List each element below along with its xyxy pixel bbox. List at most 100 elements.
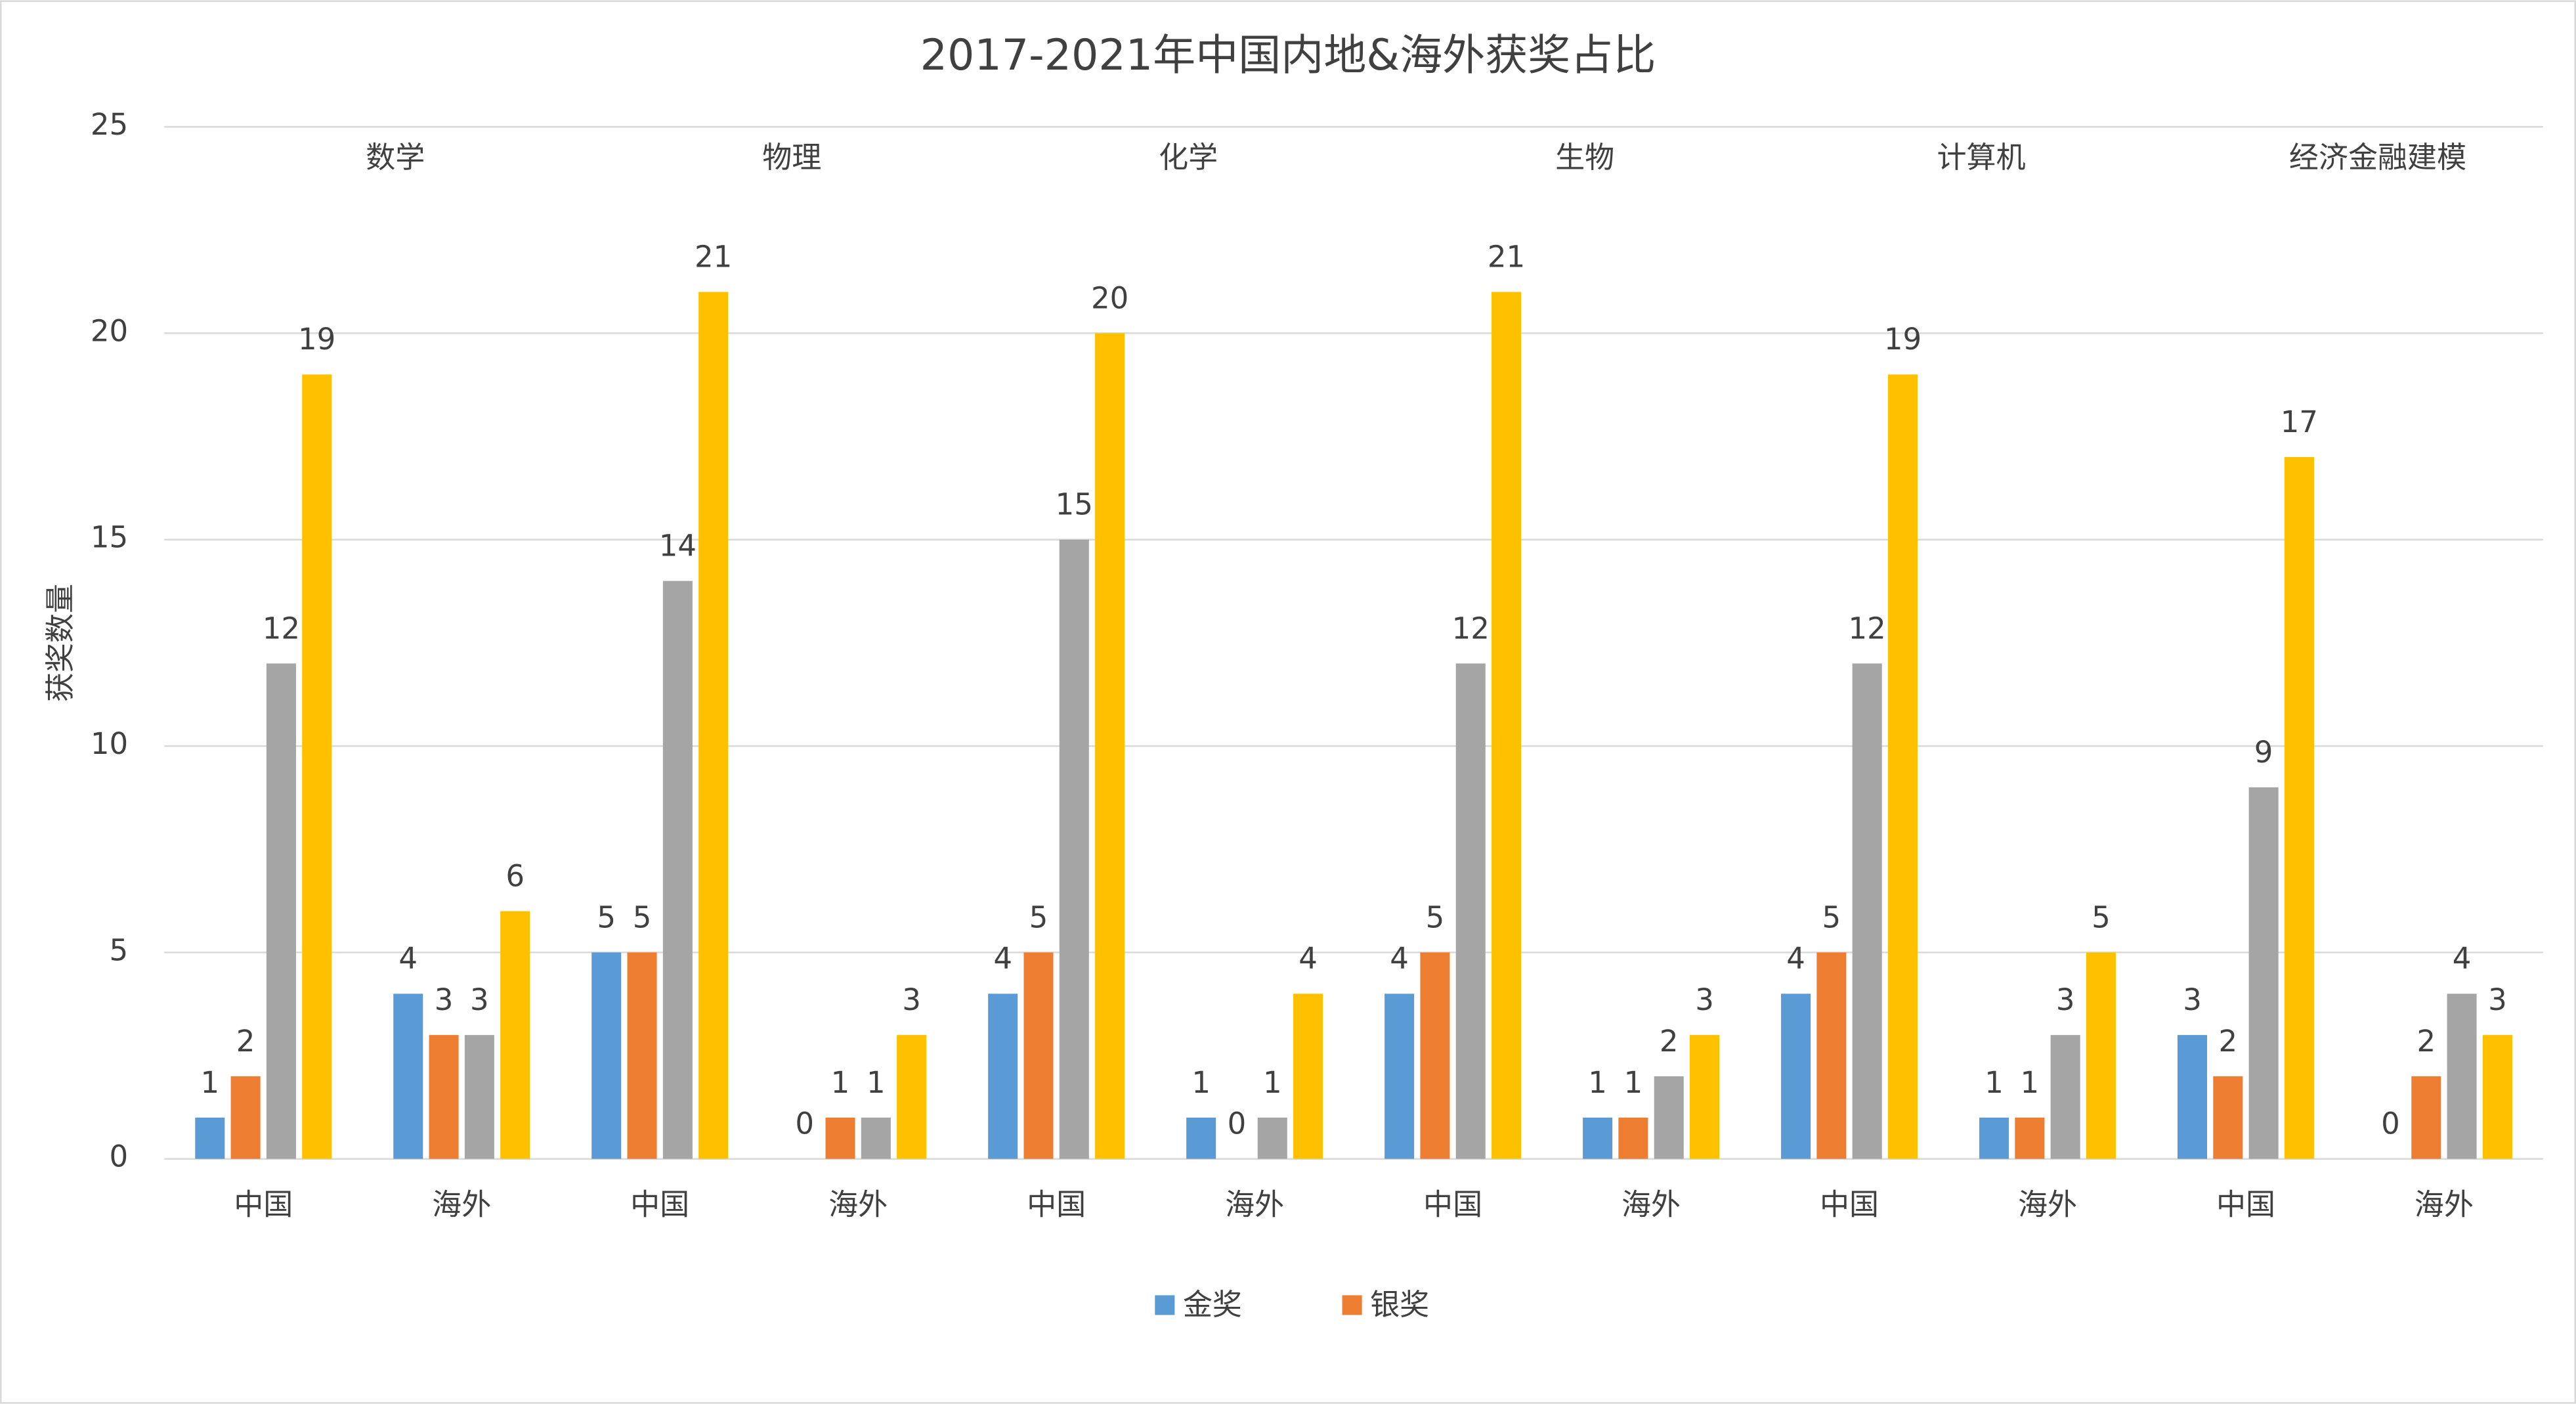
data-label: 21: [695, 240, 732, 274]
data-label: 2: [1660, 1024, 1679, 1059]
bar: [1095, 333, 1125, 1159]
data-label: 1: [2021, 1065, 2040, 1100]
data-label: 3: [902, 982, 921, 1017]
data-label: 5: [597, 900, 616, 934]
bar: [2447, 994, 2477, 1159]
data-label: 14: [659, 529, 697, 563]
data-label: 5: [633, 900, 652, 934]
legend-label: 金奖: [1183, 1287, 1242, 1322]
group-label: 计算机: [1937, 140, 2026, 175]
bar: [1293, 994, 1323, 1159]
bar: [1385, 994, 1415, 1159]
x-tick-label: 中国: [630, 1187, 689, 1221]
bar: [1257, 1117, 1287, 1159]
bar: [1455, 663, 1486, 1159]
y-tick-label: 0: [110, 1139, 129, 1174]
data-label: 15: [1056, 487, 1093, 522]
bar: [1618, 1117, 1648, 1159]
bar: [2248, 787, 2279, 1159]
bar: [2050, 1035, 2080, 1159]
bar: [230, 1076, 261, 1159]
data-label: 20: [1091, 280, 1128, 315]
data-label: 21: [1488, 240, 1525, 274]
bar: [897, 1035, 927, 1159]
data-label: 4: [1299, 941, 1318, 976]
x-tick-label: 中国: [2216, 1187, 2275, 1221]
group-label: 生物: [1555, 140, 1614, 175]
data-label: 12: [1452, 611, 1490, 646]
bar: [1852, 663, 1882, 1159]
bar: [2411, 1076, 2441, 1159]
y-tick-label: 5: [110, 932, 129, 967]
bar: [825, 1117, 855, 1159]
x-tick-label: 海外: [2018, 1187, 2077, 1221]
bar: [195, 1117, 225, 1159]
bar: [988, 994, 1018, 1159]
data-label: 4: [1390, 941, 1409, 976]
y-tick-label: 15: [91, 520, 128, 555]
bar: [1186, 1117, 1216, 1159]
data-label: 9: [2254, 735, 2273, 770]
x-tick-label: 中国: [1820, 1187, 1879, 1221]
data-label: 2: [236, 1024, 255, 1059]
bar: [1654, 1076, 1684, 1159]
x-tick-label: 中国: [234, 1187, 293, 1221]
bar: [1887, 374, 1918, 1159]
data-label: 4: [398, 941, 418, 976]
group-label: 物理: [762, 140, 821, 175]
y-axis-label: 获奖数量: [43, 584, 77, 702]
x-tick-label: 中国: [1423, 1187, 1482, 1221]
data-label: 6: [505, 858, 525, 893]
data-label: 0: [795, 1107, 814, 1141]
bar: [2015, 1117, 2045, 1159]
data-label: 1: [1985, 1065, 2004, 1100]
data-label: 3: [2056, 982, 2075, 1017]
data-label: 1: [867, 1065, 886, 1100]
bar: [1492, 292, 1522, 1159]
data-label: 1: [1588, 1065, 1607, 1100]
data-label: 5: [1029, 900, 1048, 934]
data-label: 1: [1263, 1065, 1282, 1100]
bar: [429, 1035, 459, 1159]
data-label: 17: [2281, 405, 2318, 439]
x-tick-label: 海外: [828, 1187, 888, 1221]
data-label: 2: [2219, 1024, 2238, 1059]
bar: [1781, 994, 1811, 1159]
data-label: 19: [298, 322, 335, 357]
x-tick-label: 海外: [1225, 1187, 1284, 1221]
bar: [464, 1035, 494, 1159]
bar: [266, 663, 296, 1159]
data-label: 3: [2183, 982, 2202, 1017]
x-tick-label: 海外: [2415, 1187, 2474, 1221]
data-label: 19: [1884, 322, 1921, 357]
bar: [500, 911, 530, 1159]
x-tick-label: 海外: [1621, 1187, 1681, 1221]
bar: [1583, 1117, 1613, 1159]
legend-swatch: [1342, 1295, 1362, 1315]
data-label: 4: [2453, 941, 2472, 976]
y-tick-label: 25: [91, 107, 128, 142]
bar: [1059, 539, 1089, 1159]
legend-label: 银奖: [1370, 1287, 1429, 1322]
bar: [2482, 1035, 2512, 1159]
bar: [662, 581, 693, 1159]
data-label: 0: [2381, 1107, 2400, 1141]
x-tick-label: 海外: [432, 1187, 491, 1221]
bar: [2213, 1076, 2243, 1159]
bar: [2284, 457, 2314, 1159]
data-label: 12: [1849, 611, 1886, 646]
bar: [591, 952, 622, 1159]
bar: [1816, 952, 1847, 1159]
data-label: 1: [200, 1065, 219, 1100]
data-label: 1: [831, 1065, 850, 1100]
bar: [1979, 1117, 2009, 1159]
bar: [1023, 952, 1054, 1159]
legend-swatch: [1155, 1295, 1175, 1315]
y-tick-label: 10: [91, 726, 128, 761]
group-label: 化学: [1159, 140, 1218, 175]
bar: [2086, 952, 2116, 1159]
data-label: 3: [2488, 982, 2507, 1017]
data-label: 3: [470, 982, 489, 1017]
